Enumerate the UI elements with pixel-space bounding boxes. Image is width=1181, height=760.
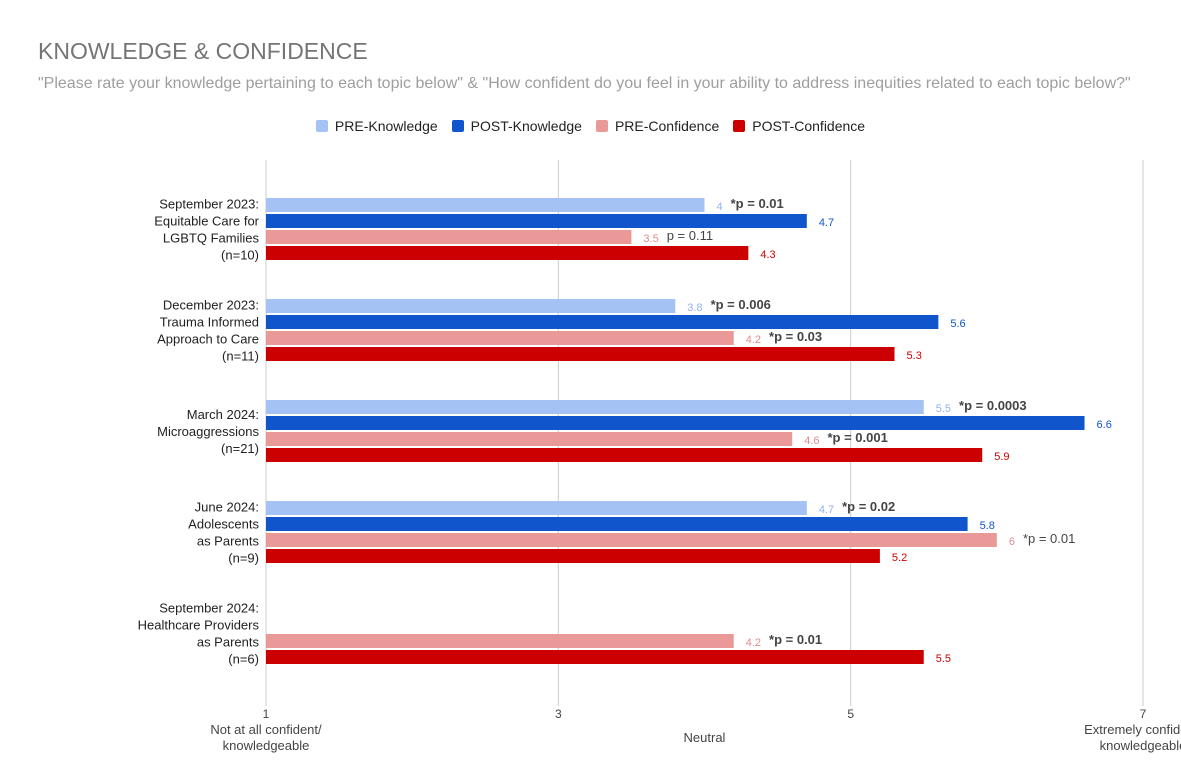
category-label: Approach to Care [157,332,259,347]
category-label: (n=9) [228,551,259,566]
data-label: 4.7 [819,217,834,229]
legend-item-post-confidence[interactable]: POST-Confidence [733,118,865,134]
bar [266,315,939,329]
bar [266,448,983,462]
legend-swatch-pre-knowledge [315,120,328,132]
data-label: 4 [717,201,723,213]
category-label: Adolescents [188,517,259,532]
category-label: December 2023: [163,298,259,313]
x-axis-caption: Not at all confident/ [210,722,322,737]
bar [266,400,924,414]
p-value-annotation: *p = 0.01 [731,196,784,211]
legend-label-post-confidence: POST-Confidence [752,118,866,134]
bar [266,299,676,313]
x-axis-caption: knowledgeable [1100,738,1181,753]
data-label: 4.3 [760,249,775,261]
category-label: as Parents [197,534,260,549]
category-label: June 2024: [195,500,259,515]
bar [266,214,807,228]
category-label: Trauma Informed [160,315,259,330]
category-label: (n=6) [228,652,259,667]
category-label: September 2023: [159,197,259,212]
x-tick-label: 7 [1140,707,1147,721]
category-label: Equitable Care for [154,214,259,229]
data-label: 5.9 [994,451,1009,463]
p-value-annotation: p = 0.11 [667,228,713,243]
data-label: 4.2 [746,334,761,346]
bar [266,246,749,260]
p-value-annotation: *p = 0.001 [827,430,887,445]
p-value-annotation: *p = 0.03 [769,329,822,344]
legend-swatch-post-confidence [733,120,746,132]
bar [266,533,997,547]
category-label: (n=11) [222,349,259,364]
data-label: 5.5 [936,403,951,415]
data-label: 6.6 [1097,419,1112,431]
p-value-annotation: *p = 0.02 [842,499,895,514]
x-axis-caption: Neutral [684,730,726,745]
data-label: 5.8 [980,520,995,532]
data-label: 3.8 [687,302,702,314]
bar [266,230,632,244]
p-value-annotation: *p = 0.01 [1023,531,1075,546]
x-tick-label: 5 [847,707,854,721]
legend-item-pre-confidence[interactable]: PRE-Confidence [595,118,720,134]
data-label: 6 [1009,536,1015,548]
data-label: 5.3 [907,350,922,362]
data-label: 4.6 [804,435,819,447]
category-label: Healthcare Providers [138,618,260,633]
bar [266,416,1085,430]
data-label: 5.6 [950,318,965,330]
category-label: as Parents [197,635,260,650]
legend-swatch-post-knowledge [451,120,464,132]
bar [266,549,880,563]
chart-subtitle: "Please rate your knowledge pertaining t… [38,75,1131,92]
legend-item-pre-knowledge[interactable]: PRE-Knowledge [315,118,438,134]
category-label: (n=21) [221,441,259,456]
chart-legend: PRE-Knowledge POST-Knowledge PRE-Confide… [0,118,1181,134]
category-label: Microaggressions [157,424,259,439]
x-axis-caption: knowledgeable [223,738,310,753]
data-label: 4.2 [746,637,761,649]
legend-label-pre-confidence: PRE-Confidence [614,118,720,134]
bar [266,198,705,212]
p-value-annotation: *p = 0.0003 [959,398,1027,413]
legend-label-pre-knowledge: PRE-Knowledge [334,118,438,134]
category-label: LGBTQ Families [163,231,260,246]
category-label: March 2024: [187,407,259,422]
bar [266,650,924,664]
p-value-annotation: *p = 0.006 [711,297,771,312]
bar [266,517,968,531]
x-tick-label: 1 [263,707,270,721]
p-value-annotation: *p = 0.01 [769,632,822,647]
data-label: 5.5 [936,653,951,665]
x-axis-caption: Extremely confident/ [1084,722,1181,737]
legend-swatch-pre-confidence [595,120,608,132]
bar [266,347,895,361]
legend-label-post-knowledge: POST-Knowledge [470,118,582,134]
bar [266,634,734,648]
category-label: (n=10) [221,248,259,263]
chart-title: KNOWLEDGE & CONFIDENCE [38,38,368,64]
bar [266,501,807,515]
data-label: 3.5 [643,233,658,245]
data-label: 4.7 [819,504,834,516]
x-tick-label: 3 [555,707,562,721]
data-label: 5.2 [892,552,907,564]
legend-item-post-knowledge[interactable]: POST-Knowledge [451,118,582,134]
bar [266,331,734,345]
bar [266,432,793,446]
category-label: September 2024: [159,601,259,616]
